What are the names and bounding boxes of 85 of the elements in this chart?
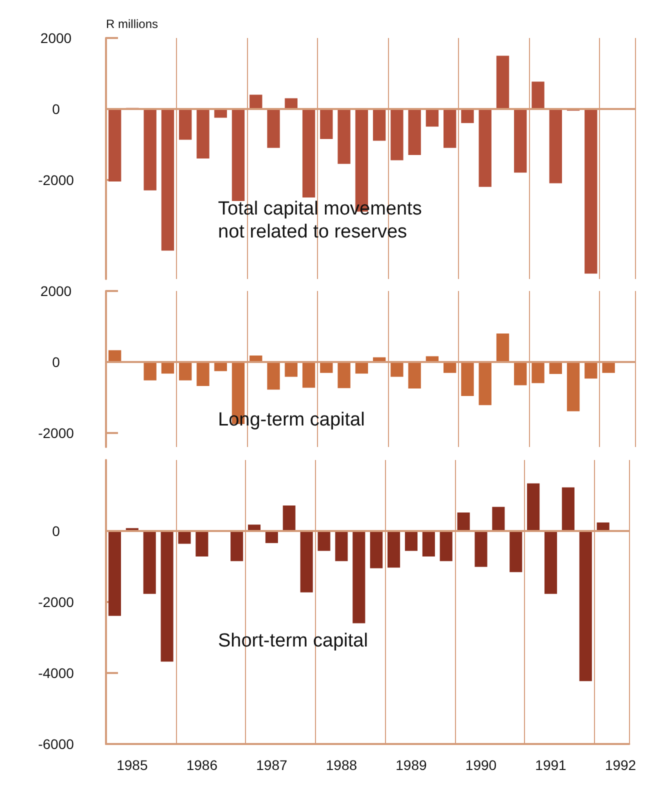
y-tick-label: -2000 [38,594,74,610]
bar [510,530,522,572]
bar [284,362,298,378]
bar [320,362,333,374]
bar [335,530,348,561]
y-tick-label: -2000 [38,425,74,442]
bar [108,530,121,616]
bar [196,530,208,556]
bar [267,362,280,390]
bar [108,108,122,182]
bar [422,530,435,556]
bar [352,530,366,623]
bar [338,108,350,164]
x-tick-label: 1985 [116,756,148,773]
bar [496,334,510,362]
bar [566,362,580,412]
bar [408,108,421,155]
y-tick-label: 0 [52,100,60,117]
y-tick-label: -2000 [38,172,74,188]
bar [544,530,558,594]
bar [457,512,470,531]
bar [478,108,492,187]
bar [549,362,562,374]
bar [196,108,210,158]
bar [532,362,544,384]
bar [300,530,313,592]
bar [370,530,383,568]
bar [161,108,174,251]
bar [390,362,404,378]
bar [440,530,452,561]
bar [179,108,192,140]
bar [267,108,280,148]
x-tick-label: 1992 [604,756,636,773]
y-tick-label: 2000 [40,283,72,300]
bar [143,530,156,594]
bar [404,530,418,550]
bar [388,530,400,568]
bar [302,362,316,388]
bar [492,506,505,531]
bar [584,108,598,274]
y-axis-title: R millions [106,17,158,31]
y-tick-label: 0 [52,354,60,370]
bar [478,362,492,406]
x-tick-label: 1986 [186,756,218,773]
bar [532,82,544,109]
bar [562,486,574,531]
bar [444,362,456,374]
bar [318,530,330,550]
bar [320,108,333,140]
bar [372,108,386,141]
bar [527,483,540,531]
bar [584,362,598,379]
bar [196,362,210,386]
bar [338,362,350,389]
bar [461,362,474,396]
bar [160,530,174,662]
y-tick-label: 2000 [40,30,72,46]
bar [602,362,615,374]
bar [514,362,527,386]
y-tick-label: 0 [52,522,60,539]
bar [514,108,527,173]
bar [426,108,439,127]
bar [579,530,592,681]
bar [461,108,474,124]
bar [230,530,244,561]
bar [144,108,156,190]
x-tick-label: 1988 [326,756,358,773]
bar [179,362,192,381]
bar [144,362,156,381]
x-tick-label: 1987 [256,756,288,773]
bar [232,108,245,202]
bar [408,362,421,389]
bar [549,108,562,184]
bar [302,108,316,198]
y-tick-label: -6000 [38,736,74,752]
bar [474,530,488,566]
x-tick-label: 1991 [535,756,567,773]
bar [250,94,262,109]
x-tick-label: 1990 [465,756,497,773]
bar [282,505,296,531]
y-tick-label: -4000 [38,664,74,681]
bar [444,108,456,148]
bar [390,108,404,160]
bar [496,56,510,109]
x-tick-label: 1989 [396,756,428,773]
